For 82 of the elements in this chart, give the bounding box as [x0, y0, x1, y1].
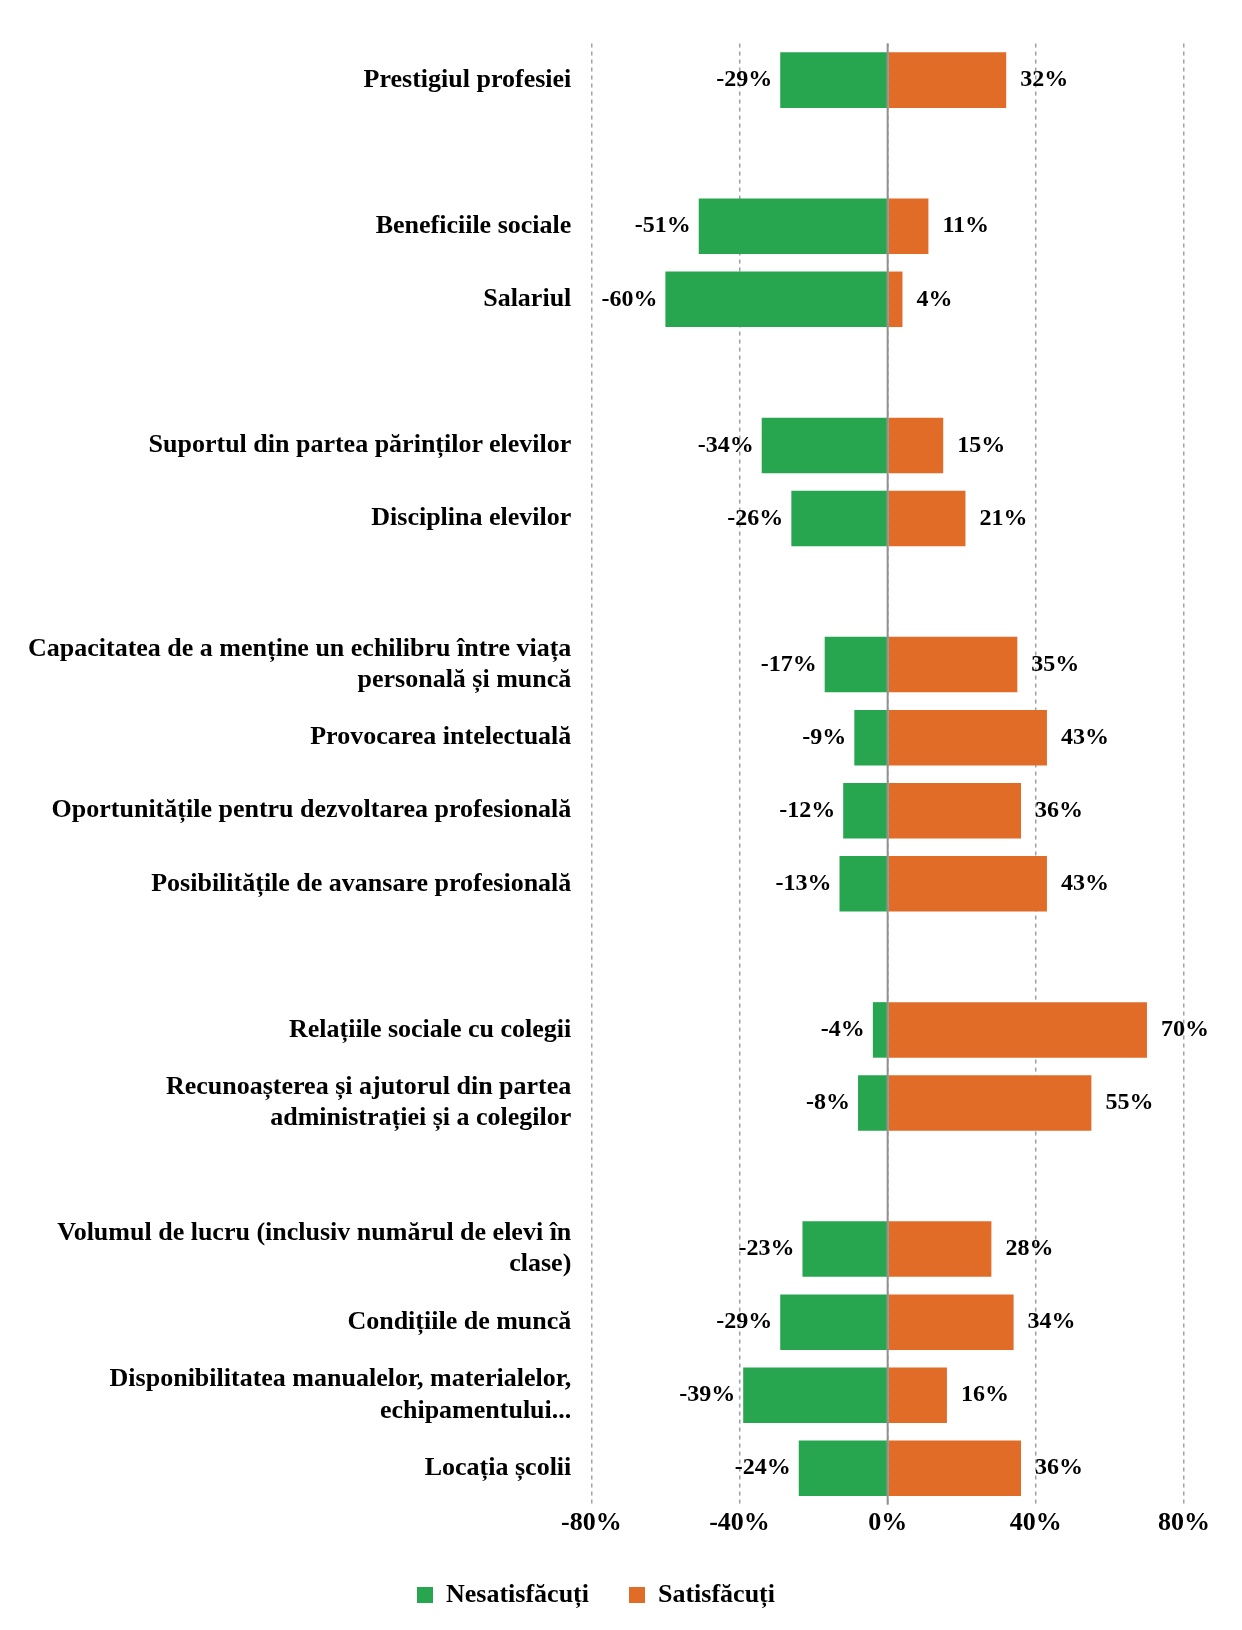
- bar: [665, 271, 887, 328]
- bar: [858, 1075, 887, 1131]
- data-label: -8%: [806, 1088, 851, 1115]
- bar: [888, 1221, 992, 1277]
- y-tick-label: Locația școlii: [424, 1451, 572, 1482]
- data-label: 15%: [957, 430, 1006, 457]
- data-label: -34%: [697, 430, 754, 457]
- bar: [872, 1002, 887, 1058]
- y-tick-label: Disponibilitatea manualelor, materialelor, echipamentului...: [109, 1363, 572, 1424]
- data-label: -13%: [775, 868, 832, 895]
- bar: [888, 1367, 947, 1423]
- data-label: 55%: [1105, 1088, 1154, 1115]
- bar: [824, 636, 887, 693]
- x-tick-label: -40%: [709, 1507, 770, 1537]
- y-tick-label: Relațiile sociale cu colegii: [289, 1013, 572, 1044]
- data-label: 34%: [1027, 1307, 1076, 1334]
- data-label: -24%: [734, 1453, 791, 1480]
- x-tick-label: 40%: [1009, 1507, 1062, 1537]
- bar: [802, 1221, 887, 1277]
- bar: [888, 856, 1047, 912]
- y-tick-label: Condițiile de muncă: [347, 1305, 572, 1336]
- y-tick-label: Oportunitățile pentru dezvoltarea profesională: [51, 794, 572, 825]
- y-tick-label: Volumul de lucru (inclusiv numărul de elevi în clase): [57, 1217, 572, 1278]
- legend-label: Satisfăcuți: [657, 1578, 775, 1609]
- data-label: -9%: [802, 722, 847, 749]
- data-label: -12%: [779, 795, 836, 822]
- y-tick-label: Beneficiile sociale: [375, 209, 572, 239]
- bar: [839, 856, 887, 912]
- bar: [854, 709, 887, 766]
- data-label: -17%: [760, 649, 817, 676]
- bar: [888, 1440, 1022, 1497]
- y-tick-label: Prestigiul profesiei: [363, 63, 572, 93]
- bar: [888, 782, 1022, 839]
- x-tick-label: 0%: [868, 1507, 908, 1537]
- data-label: 11%: [942, 211, 990, 238]
- data-label: -51%: [634, 211, 691, 238]
- data-label: 43%: [1060, 722, 1109, 749]
- bar: [888, 52, 1007, 108]
- y-tick-label: Posibilitățile de avansare profesională: [151, 867, 572, 898]
- x-tick-label: 80%: [1158, 1507, 1210, 1537]
- y-tick-label: Suportul din partea părinților elevilor: [148, 429, 572, 460]
- bar: [888, 636, 1018, 693]
- bar: [888, 271, 903, 328]
- data-label: -26%: [727, 503, 784, 530]
- data-label: -23%: [738, 1234, 795, 1261]
- data-label: -29%: [716, 1307, 773, 1334]
- y-tick-label: Recunoașterea și ajutorul din partea administrației și a colegilor: [165, 1071, 572, 1133]
- data-label: -4%: [820, 1015, 865, 1042]
- bar: [780, 1294, 887, 1350]
- bar: [780, 52, 887, 108]
- legend-label: Nesatisfăcuți: [446, 1578, 589, 1609]
- bar: [888, 1002, 1147, 1058]
- data-label: 35%: [1031, 649, 1080, 676]
- data-label: 32%: [1020, 65, 1069, 92]
- bar: [798, 1440, 887, 1497]
- bar: [888, 709, 1047, 766]
- data-label: -39%: [679, 1380, 736, 1407]
- y-tick-label: Salariul: [483, 283, 572, 313]
- y-tick-label: Provocarea intelectuală: [310, 721, 572, 751]
- bar: [761, 417, 887, 474]
- data-label: 36%: [1035, 1453, 1084, 1480]
- bar: [888, 198, 929, 255]
- bar: [743, 1367, 887, 1423]
- y-tick-label: Disciplina elevilor: [371, 502, 572, 532]
- bar: [888, 490, 966, 547]
- bar: [843, 782, 887, 839]
- y-tick-label: Capacitatea de a menține un echilibru între viața personală și muncă: [27, 632, 572, 694]
- bar: [888, 1294, 1014, 1350]
- data-label: -60%: [601, 284, 658, 311]
- data-label: 16%: [960, 1380, 1009, 1407]
- data-label: 28%: [1005, 1234, 1054, 1261]
- data-label: 43%: [1060, 868, 1109, 895]
- bar: [791, 490, 887, 547]
- data-label: -29%: [716, 65, 773, 92]
- bar: [888, 417, 944, 474]
- bar: [888, 1075, 1092, 1131]
- data-label: 70%: [1160, 1015, 1209, 1042]
- data-label: 4%: [916, 284, 953, 311]
- x-tick-label: -80%: [560, 1507, 622, 1537]
- data-label: 21%: [979, 503, 1028, 530]
- bar: [698, 198, 887, 255]
- data-label: 36%: [1035, 795, 1084, 822]
